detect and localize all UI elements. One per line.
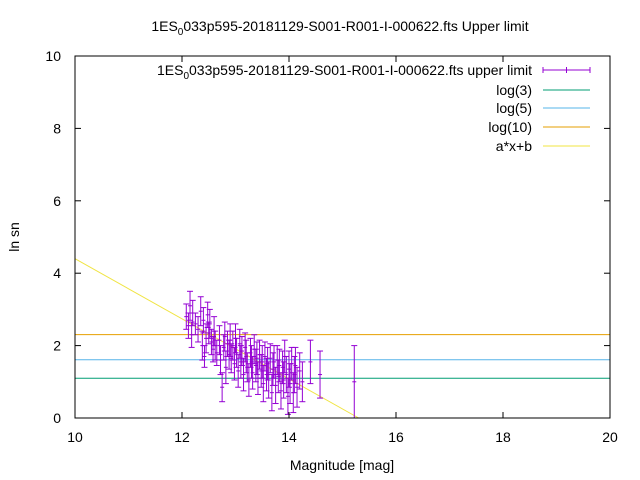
data-point (275, 359, 282, 394)
y-tick-label: 10 (45, 48, 61, 64)
chart-title-subscript: 0 (178, 27, 184, 38)
series-lines (74, 258, 610, 419)
data-point (259, 345, 266, 379)
y-axis-ticks: 0 2 4 6 8 10 (45, 48, 610, 426)
x-tick: 20 (602, 56, 618, 445)
legend-entry: log(10) (488, 119, 590, 135)
x-axis-label: Magnitude [mag] (290, 457, 394, 473)
data-point (200, 307, 207, 334)
y-tick: 8 (53, 120, 610, 136)
legend-label-subscript: 0 (183, 71, 189, 82)
data-point (276, 348, 283, 383)
y-tick-label: 8 (53, 120, 61, 136)
legend-label-suffix: 033p595-20181129-S001-R001-I-000622.fts … (189, 62, 532, 78)
data-point (240, 357, 247, 392)
y-axis-label: ln sn (6, 222, 22, 252)
legend-label: log(5) (496, 100, 532, 116)
plot-border (74, 55, 611, 419)
x-tick-label: 10 (67, 429, 83, 445)
chart-title-prefix: 1ES (151, 18, 177, 34)
data-point (294, 366, 301, 408)
data-point (206, 308, 213, 339)
data-point (317, 350, 324, 399)
legend-label: log(3) (496, 82, 532, 98)
x-tick-label: 16 (388, 429, 404, 445)
data-point (187, 290, 194, 321)
chart-title-suffix: 033p595-20181129-S001-R001-I-000622.fts … (183, 18, 528, 34)
y-tick: 2 (53, 338, 610, 354)
y-tick-label: 6 (53, 193, 61, 209)
fit-line (74, 258, 359, 419)
data-point (292, 346, 299, 385)
data-point (248, 345, 255, 379)
data-point (227, 323, 234, 357)
x-tick: 14 (281, 56, 297, 445)
x-axis-ticks: 10 12 14 16 18 20 (67, 56, 618, 445)
legend-label: a*x+b (496, 138, 532, 154)
legend-entry: log(3) (496, 82, 590, 98)
legend-swatch (542, 67, 591, 73)
legend-entry: a*x+b (496, 138, 590, 154)
legend: 1ES0033p595-20181129-S001-R001-I-000622.… (157, 62, 591, 154)
y-tick: 0 (53, 410, 610, 426)
x-tick-label: 12 (174, 429, 190, 445)
plot-area: 10 12 14 16 18 20 0 2 4 6 8 10 (45, 48, 618, 445)
data-point (253, 341, 260, 376)
data-point (286, 350, 292, 388)
x-tick-label: 18 (495, 429, 511, 445)
data-point (221, 321, 228, 352)
error-bars (183, 290, 358, 419)
data-point (216, 325, 223, 356)
data-point (233, 337, 240, 368)
legend-label: 1ES0033p595-20181129-S001-R001-I-000622.… (157, 62, 532, 82)
legend-entry: 1ES0033p595-20181129-S001-R001-I-000622.… (157, 62, 591, 82)
x-tick: 16 (388, 56, 404, 445)
data-point (249, 355, 256, 390)
data-point (195, 316, 202, 343)
y-tick: 6 (53, 193, 610, 209)
y-tick: 10 (45, 48, 610, 64)
data-point (351, 345, 358, 419)
x-tick-label: 20 (602, 429, 618, 445)
y-tick-label: 0 (53, 410, 61, 426)
chart-title: 1ES0033p595-20181129-S001-R001-I-000622.… (151, 18, 528, 38)
data-point (264, 346, 271, 381)
data-point (265, 361, 272, 399)
y-tick-label: 2 (53, 338, 61, 354)
data-point (219, 372, 226, 403)
data-point (229, 330, 236, 361)
data-point (267, 343, 274, 374)
data-point (299, 361, 306, 403)
x-tick: 12 (174, 56, 190, 445)
x-tick-label: 14 (281, 429, 297, 445)
data-point (197, 296, 204, 327)
data-point (307, 339, 314, 385)
y-tick-label: 4 (53, 265, 61, 281)
data-point (235, 354, 242, 388)
legend-label: log(10) (488, 119, 532, 135)
legend-label-prefix: 1ES (157, 62, 183, 78)
data-point (280, 361, 287, 399)
y-tick: 4 (53, 265, 610, 281)
data-point (296, 352, 303, 390)
data-point (291, 355, 298, 394)
x-tick: 10 (67, 56, 83, 445)
x-tick: 18 (495, 56, 511, 445)
data-point (284, 377, 291, 415)
data-point (268, 374, 275, 412)
legend-entry: log(5) (496, 100, 590, 116)
data-point (188, 321, 195, 348)
